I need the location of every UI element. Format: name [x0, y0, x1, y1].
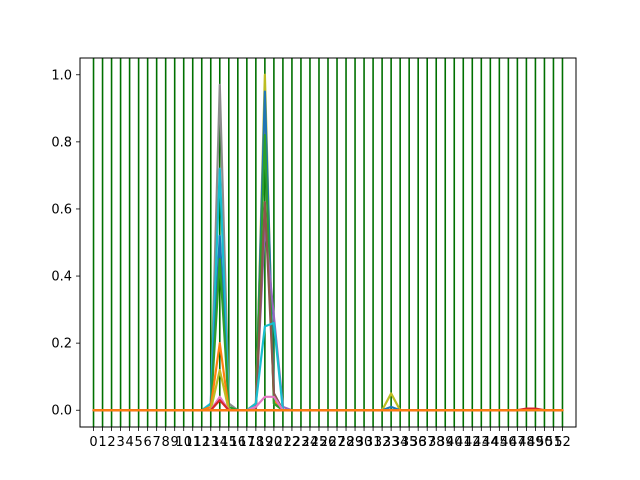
- x-tick-label: 30: [356, 435, 373, 450]
- x-tick-label: 33: [383, 435, 400, 450]
- x-tick-label: 19: [257, 435, 274, 450]
- x-tick-label: 48: [518, 435, 535, 450]
- x-tick-label: 12: [193, 435, 210, 450]
- x-tick-label: 37: [419, 435, 436, 450]
- series-layer: [92, 73, 564, 412]
- x-tick-label: 29: [347, 435, 364, 450]
- x-tick-label: 36: [410, 435, 427, 450]
- x-tick-label: 17: [239, 435, 256, 450]
- vertical-lines-layer: [92, 58, 564, 427]
- x-tick-label: 43: [473, 435, 490, 450]
- x-tick-label: 14: [212, 435, 229, 450]
- x-tick-label: 26: [320, 435, 337, 450]
- x-tick-label: 50: [536, 435, 553, 450]
- x-tick-label: 31: [365, 435, 382, 450]
- x-tick-label: 22: [284, 435, 301, 450]
- x-tick-label: 44: [482, 435, 499, 450]
- x-tick-label: 25: [311, 435, 328, 450]
- x-tick-label: 38: [428, 435, 445, 450]
- x-tick-label: 18: [248, 435, 265, 450]
- y-tick-label: 0.0: [51, 404, 72, 419]
- x-tick-label: 34: [392, 435, 409, 450]
- y-tick-label: 0.8: [51, 135, 72, 150]
- x-tick-label: 1: [98, 435, 106, 450]
- x-tick-label: 2: [107, 435, 115, 450]
- x-tick-label: 32: [374, 435, 391, 450]
- x-tick-label: 46: [500, 435, 517, 450]
- x-tick-label: 0: [89, 435, 97, 450]
- x-tick-label: 49: [527, 435, 544, 450]
- x-tick-label: 10: [175, 435, 192, 450]
- x-tick-label: 11: [184, 435, 201, 450]
- y-tick-label: 0.2: [51, 337, 72, 352]
- x-tick-label: 15: [221, 435, 238, 450]
- x-tick-label: 42: [464, 435, 481, 450]
- x-tick-label: 4: [125, 435, 133, 450]
- x-tick-label: 28: [338, 435, 355, 450]
- x-tick-label: 3: [116, 435, 124, 450]
- y-tick-label: 1.0: [51, 68, 72, 83]
- x-tick-label: 20: [266, 435, 283, 450]
- y-tick-label: 0.4: [51, 270, 72, 285]
- x-tick-label: 7: [153, 435, 161, 450]
- y-tick-label: 0.6: [51, 202, 72, 217]
- x-tick-label: 41: [455, 435, 472, 450]
- x-tick-label: 16: [230, 435, 247, 450]
- y-axis: 0.0 0.2 0.4 0.6 0.8 1.0: [51, 68, 80, 419]
- x-tick-label: 52: [554, 435, 571, 450]
- x-tick-label: 45: [491, 435, 508, 450]
- x-axis: 0 1 2 3 4 5 6 7 8 9101112131415161718192021222324…: [89, 427, 571, 450]
- x-tick-label: 13: [202, 435, 219, 450]
- x-tick-label: 40: [446, 435, 463, 450]
- x-tick-label: 6: [143, 435, 151, 450]
- x-tick-label: 35: [401, 435, 418, 450]
- x-tick-label: 21: [275, 435, 292, 450]
- x-tick-label: 27: [329, 435, 346, 450]
- x-tick-label: 23: [293, 435, 310, 450]
- x-tick-label: 47: [509, 435, 526, 450]
- x-tick-label: 51: [545, 435, 562, 450]
- x-tick-label: 5: [134, 435, 142, 450]
- x-tick-label: 24: [302, 435, 319, 450]
- x-tick-label: 39: [437, 435, 454, 450]
- x-tick-label: 8: [162, 435, 170, 450]
- x-tick-label: 9: [171, 435, 179, 450]
